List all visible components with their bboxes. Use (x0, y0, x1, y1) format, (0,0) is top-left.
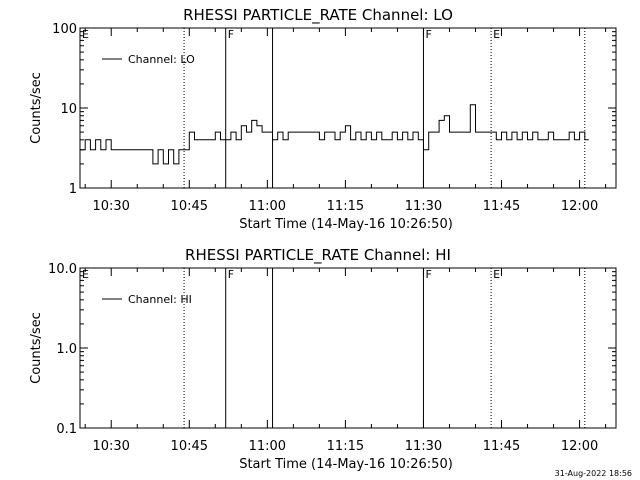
x-tick-label: 11:15 (327, 439, 364, 454)
x-tick-label: 11:00 (249, 199, 286, 214)
event-marker-label: F (425, 268, 431, 281)
x-tick-label: 12:00 (561, 439, 598, 454)
chart-panel-1: RHESSI PARTICLE_RATE Channel: HI Counts/s… (29, 246, 617, 472)
plot-frame (79, 267, 617, 429)
plot-frame (79, 27, 617, 189)
x-tick-label: 12:00 (561, 199, 598, 214)
x-tick-label: 11:15 (327, 199, 364, 214)
y-tick-label: 10 (60, 102, 77, 117)
x-tick-label: 11:30 (405, 439, 442, 454)
event-marker-label: F (228, 28, 234, 41)
legend-label: Channel: HI (128, 293, 192, 306)
chart-title: RHESSI PARTICLE_RATE Channel: HI (185, 246, 451, 265)
y-tick-label: 1 (69, 182, 77, 197)
event-marker-label: F (425, 28, 431, 41)
event-marker-label: E (493, 268, 500, 281)
y-axis-label: Counts/sec (29, 312, 44, 384)
event-marker-label: F (228, 268, 234, 281)
event-marker-label: E (493, 28, 500, 41)
legend-label: Channel: LO (128, 53, 195, 66)
x-tick-label: 10:45 (171, 199, 208, 214)
x-tick-label: 11:45 (483, 199, 520, 214)
x-axis-label: Start Time (14-May-16 10:26:50) (239, 457, 453, 472)
y-tick-label: 100 (52, 22, 77, 37)
y-tick-label: 1.0 (56, 342, 77, 357)
y-tick-label: 10.0 (48, 262, 77, 277)
y-axis-label: Counts/sec (29, 72, 44, 144)
x-tick-label: 11:45 (483, 439, 520, 454)
series-line (80, 104, 589, 165)
x-tick-label: 10:30 (92, 199, 129, 214)
x-tick-label: 11:00 (249, 439, 286, 454)
event-marker-label: E (82, 268, 89, 281)
x-axis-label: Start Time (14-May-16 10:26:50) (239, 217, 453, 232)
chart-panel-0: RHESSI PARTICLE_RATE Channel: LO Counts/s… (29, 6, 617, 232)
event-marker-label: E (82, 28, 89, 41)
x-tick-label: 10:45 (171, 439, 208, 454)
x-tick-label: 11:30 (405, 199, 442, 214)
chart-title: RHESSI PARTICLE_RATE Channel: LO (183, 6, 453, 25)
x-tick-label: 10:30 (92, 439, 129, 454)
y-tick-label: 0.1 (56, 422, 77, 437)
generation-timestamp: 31-Aug-2022 18:56 (555, 469, 632, 478)
